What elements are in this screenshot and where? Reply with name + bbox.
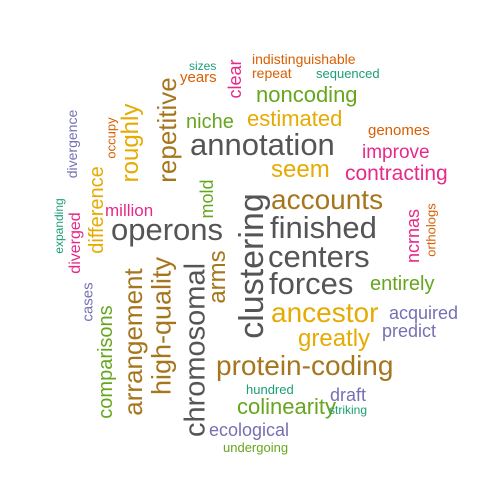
- word-contracting: contracting: [345, 162, 448, 185]
- word-million: million: [105, 201, 154, 220]
- word-striking: striking: [329, 403, 368, 417]
- word-indistinguishable: indistinguishable: [252, 51, 356, 67]
- word-repeat: repeat: [252, 65, 292, 81]
- word-acquired: acquired: [389, 303, 459, 323]
- word-clustering: clustering: [233, 193, 271, 339]
- word-repetitive: repetitive: [152, 77, 182, 183]
- word-arms: arms: [204, 250, 231, 304]
- word-predict: predict: [382, 321, 437, 341]
- word-colinearity: colinearity: [237, 394, 337, 419]
- word-operons: operons: [111, 212, 224, 247]
- word-sequenced: sequenced: [316, 66, 380, 81]
- word-forces: forces: [269, 266, 354, 301]
- word-accounts: accounts: [271, 184, 384, 215]
- word-undergoing: undergoing: [223, 440, 289, 455]
- word-greatly: greatly: [298, 325, 371, 352]
- word-expanding: expanding: [52, 198, 66, 254]
- word-finished: finished: [270, 210, 377, 245]
- word-difference: difference: [86, 166, 108, 254]
- word-divergence: divergence: [64, 109, 80, 179]
- word-annotation: annotation: [190, 127, 335, 162]
- word-sizes: sizes: [189, 59, 217, 73]
- word-ecological: ecological: [209, 420, 290, 440]
- word-arrangement: arrangement: [118, 268, 148, 416]
- word-noncoding: noncoding: [256, 82, 358, 107]
- word-genomes: genomes: [368, 122, 430, 139]
- word-occupy: occupy: [103, 117, 119, 159]
- word-draft: draft: [330, 385, 367, 405]
- word-years: years: [180, 69, 217, 86]
- word-centers: centers: [268, 239, 370, 274]
- word-seem: seem: [271, 156, 330, 183]
- word-roughly: roughly: [117, 103, 144, 183]
- word-ancestor: ancestor: [271, 297, 379, 328]
- word-protein-coding: protein-coding: [216, 350, 394, 381]
- word-orthologs: orthologs: [423, 203, 439, 257]
- word-improve: improve: [362, 142, 430, 163]
- word-diverged: diverged: [67, 212, 84, 274]
- word-entirely: entirely: [370, 273, 435, 295]
- word-niche: niche: [186, 111, 234, 133]
- word-estimated: estimated: [247, 106, 343, 131]
- word-high-quality: high-quality: [146, 256, 177, 396]
- word-ncrnas: ncrnas: [403, 208, 423, 264]
- word-cases: cases: [79, 282, 97, 322]
- word-hundred: hundred: [246, 382, 294, 397]
- word-comparisons: comparisons: [95, 305, 117, 419]
- word-clear: clear: [225, 59, 245, 99]
